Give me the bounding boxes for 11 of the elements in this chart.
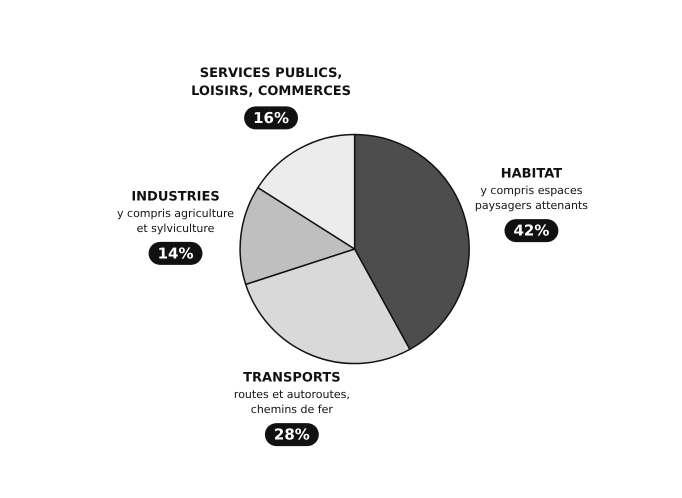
- slice-label: SERVICES PUBLICS, LOISIRS, COMMERCES: [191, 66, 351, 99]
- text: y compris agriculture et sylviculture: [117, 206, 234, 235]
- data-label: 28%: [274, 426, 310, 444]
- data-label: 42%: [513, 222, 550, 240]
- slice-label: INDUSTRIES: [131, 189, 220, 204]
- slice-label: HABITAT: [500, 166, 562, 182]
- data-label: 16%: [253, 108, 289, 127]
- text: y compris espaces paysagers attenants: [474, 184, 588, 212]
- slice-label: TRANSPORTS: [243, 370, 341, 386]
- data-label: 14%: [158, 244, 194, 262]
- text: routes et autoroutes, chemins de fer: [234, 388, 350, 416]
